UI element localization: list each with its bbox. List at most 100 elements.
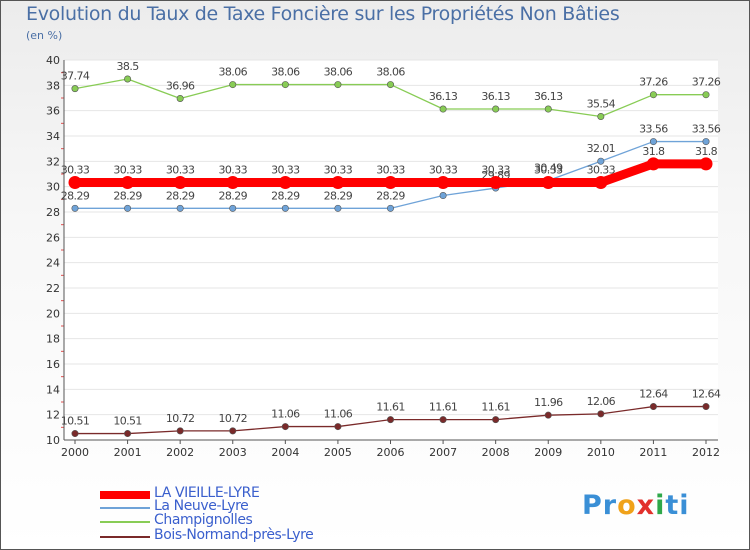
data-point	[597, 410, 605, 418]
data-label: 11.06	[271, 408, 300, 421]
data-label: 38.06	[271, 66, 300, 79]
y-tick-label: 24	[46, 257, 60, 270]
data-point	[121, 175, 135, 189]
data-point	[281, 81, 289, 89]
legend-swatch	[100, 507, 150, 509]
data-label: 30.33	[271, 163, 300, 176]
data-point	[331, 175, 345, 189]
y-tick-label: 28	[46, 206, 60, 219]
data-label: 11.61	[481, 401, 510, 414]
data-point	[71, 204, 79, 212]
x-tick-label: 2000	[61, 446, 89, 459]
data-label: 33.56	[639, 123, 668, 136]
data-label: 28.29	[324, 189, 353, 202]
data-label: 30.33	[324, 163, 353, 176]
data-point	[492, 416, 500, 424]
data-point	[226, 175, 240, 189]
data-label: 30.33	[113, 163, 142, 176]
data-label: 11.61	[429, 401, 458, 414]
y-tick-label: 14	[46, 383, 60, 396]
data-point	[176, 204, 184, 212]
y-tick-label: 30	[46, 181, 60, 194]
legend-label: Champignolles	[154, 512, 253, 528]
data-label: 36.13	[429, 90, 458, 103]
data-label: 30.33	[166, 163, 195, 176]
data-point	[384, 175, 397, 189]
data-point	[68, 175, 82, 189]
data-label: 11.96	[534, 396, 563, 409]
data-label: 30.33	[219, 163, 248, 176]
data-point	[649, 403, 657, 411]
data-label: 12.64	[639, 388, 668, 401]
data-point	[124, 204, 132, 212]
data-point	[544, 105, 552, 113]
legend-swatch	[100, 491, 150, 499]
legend-swatch	[100, 536, 150, 538]
data-label: 28.29	[219, 189, 248, 202]
data-point	[281, 423, 289, 431]
data-point	[173, 175, 187, 189]
data-point	[176, 427, 184, 435]
data-point	[439, 192, 447, 200]
data-label: 30.33	[587, 163, 616, 176]
data-label: 28.29	[271, 189, 300, 202]
y-tick-label: 12	[46, 409, 60, 422]
data-label: 30.33	[376, 163, 405, 176]
logo-letter: i	[655, 490, 666, 521]
data-label: 31.8	[695, 145, 718, 158]
legend-swatch	[100, 521, 150, 523]
y-tick-label: 38	[46, 79, 60, 92]
x-tick-label: 2006	[377, 446, 405, 459]
data-point	[436, 175, 450, 189]
data-point	[702, 91, 710, 99]
data-label: 28.29	[376, 189, 405, 202]
data-label: 30.49	[534, 161, 563, 174]
data-label: 37.26	[639, 76, 668, 89]
data-label: 10.51	[113, 415, 142, 428]
data-point	[124, 430, 132, 438]
data-point	[492, 105, 500, 113]
data-point	[124, 75, 132, 83]
data-label: 36.13	[481, 90, 510, 103]
data-point	[594, 175, 608, 189]
data-point	[541, 175, 555, 189]
logo-letter: ti	[665, 490, 690, 521]
x-tick-label: 2001	[114, 446, 142, 459]
data-label: 31.8	[642, 145, 665, 158]
data-label: 11.06	[324, 408, 353, 421]
data-point	[489, 175, 503, 189]
data-point	[229, 427, 237, 435]
data-point	[71, 430, 79, 438]
y-tick-label: 26	[46, 231, 60, 244]
data-point	[334, 204, 342, 212]
x-tick-label: 2004	[271, 446, 299, 459]
x-tick-label: 2002	[166, 446, 194, 459]
chart-title: Evolution du Taux de Taxe Foncière sur l…	[26, 3, 620, 25]
data-label: 37.26	[692, 76, 721, 89]
data-point	[597, 157, 605, 165]
data-label: 28.29	[166, 189, 195, 202]
data-label: 38.06	[376, 66, 405, 79]
data-point	[278, 175, 292, 189]
y-tick-label: 20	[46, 307, 60, 320]
logo-letter: Pr	[582, 490, 618, 521]
x-tick-label: 2005	[324, 446, 352, 459]
y-tick-label: 32	[46, 155, 60, 168]
legend-label: LA VIEILLE-LYRE	[154, 485, 260, 501]
data-point	[649, 91, 657, 99]
x-tick-label: 2008	[482, 446, 510, 459]
data-point	[229, 81, 237, 89]
y-tick-label: 16	[46, 358, 60, 371]
data-label: 30.33	[61, 163, 90, 176]
data-point	[71, 85, 79, 93]
data-label: 38.5	[117, 60, 140, 73]
data-label: 33.56	[692, 123, 721, 136]
data-label: 38.06	[324, 66, 353, 79]
data-point	[544, 411, 552, 419]
data-point	[386, 204, 394, 212]
data-point	[699, 157, 713, 171]
x-tick-label: 2007	[429, 446, 457, 459]
legend-label: La Neuve-Lyre	[154, 498, 249, 514]
data-label: 36.96	[166, 80, 195, 93]
